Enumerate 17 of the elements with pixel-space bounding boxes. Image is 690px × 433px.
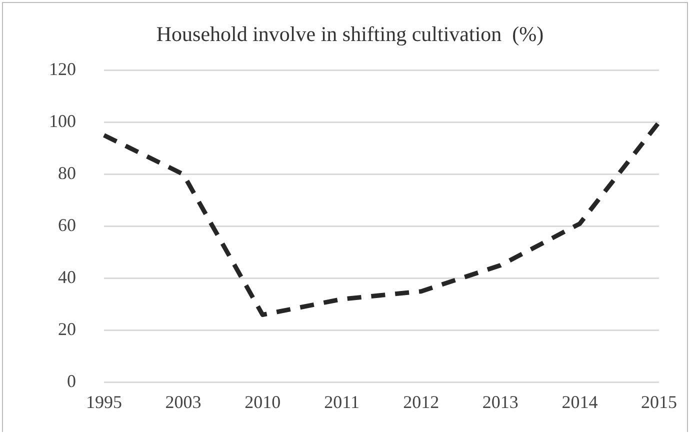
x-tick-label: 2014 xyxy=(562,392,598,412)
x-tick-label: 2015 xyxy=(641,392,677,412)
y-tick-label: 40 xyxy=(58,267,76,288)
x-tick-label: 2012 xyxy=(403,392,440,412)
y-tick-label: 80 xyxy=(58,163,76,183)
y-tick-label: 60 xyxy=(58,215,76,236)
y-tick-label: 100 xyxy=(49,110,76,131)
x-tick-label: 2013 xyxy=(482,392,518,412)
y-tick-label: 0 xyxy=(67,371,76,392)
x-tick-label: 2003 xyxy=(165,392,202,412)
line-series xyxy=(102,120,662,318)
y-tick-label: 120 xyxy=(49,58,76,79)
chart-title: Household involve in shifting cultivation (%) xyxy=(156,22,544,46)
x-tick-label: 1995 xyxy=(86,392,122,412)
x-tick-label: 2010 xyxy=(244,392,281,412)
y-tick-label: 20 xyxy=(58,319,76,340)
x-tick-label: 2011 xyxy=(324,392,360,412)
